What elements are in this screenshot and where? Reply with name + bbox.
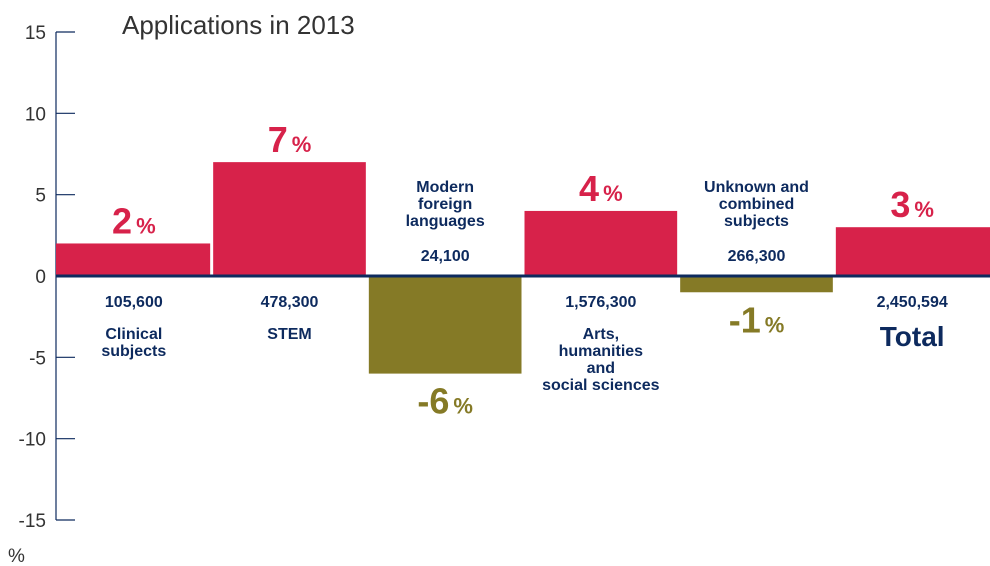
percent-label: 2% (112, 200, 156, 241)
category-label: Modern (416, 179, 474, 196)
bar (835, 227, 990, 276)
y-axis-unit-label: % (8, 546, 25, 566)
y-tick-label: 5 (35, 186, 46, 207)
percent-sign: % (136, 213, 156, 238)
bar (524, 210, 678, 276)
bar (680, 276, 833, 293)
y-tick-label: 0 (35, 267, 46, 288)
percent-value: -6 (417, 381, 449, 422)
percent-label: 3% (890, 184, 934, 225)
percent-sign: % (914, 197, 934, 222)
count-label: 2,450,594 (877, 294, 948, 311)
category-label: Clinical (105, 326, 162, 343)
count-label: 24,100 (421, 248, 470, 265)
y-tick-label: -15 (19, 511, 46, 532)
category-label: Unknown and (704, 179, 809, 196)
category-label: Arts, (583, 326, 619, 343)
y-tick-label: 15 (25, 23, 46, 44)
category-label: languages (406, 213, 485, 230)
chart-title: Applications in 2013 (122, 10, 355, 40)
count-label: 105,600 (105, 294, 163, 311)
y-tick-label: 10 (25, 104, 46, 125)
percent-value: 2 (112, 200, 132, 241)
percent-value: -1 (729, 299, 761, 340)
percent-sign: % (453, 394, 473, 419)
y-tick-label: -5 (29, 348, 46, 369)
bar (213, 162, 366, 276)
percent-sign: % (292, 132, 312, 157)
percent-value: 7 (268, 119, 288, 160)
category-label: Total (880, 321, 945, 352)
bar (368, 276, 522, 374)
count-label: 1,576,300 (565, 294, 636, 311)
category-label: humanities (559, 343, 644, 360)
category-label: STEM (267, 326, 311, 343)
count-label: 478,300 (261, 294, 319, 311)
count-label: 266,300 (728, 248, 786, 265)
percent-label: -6% (417, 381, 473, 422)
bar (56, 243, 211, 276)
percent-value: 4 (579, 168, 599, 209)
percent-sign: % (603, 181, 623, 206)
category-label: subjects (101, 343, 166, 360)
category-label: and (587, 360, 615, 377)
percent-sign: % (765, 312, 785, 337)
y-tick-label: -10 (19, 430, 46, 451)
percent-value: 3 (890, 184, 910, 225)
percent-label: -1% (729, 299, 785, 340)
percent-label: 4% (579, 168, 623, 209)
category-label: foreign (418, 196, 472, 213)
category-label: combined (719, 196, 795, 213)
category-label: social sciences (542, 377, 660, 394)
category-label: subjects (724, 213, 789, 230)
percent-label: 7% (268, 119, 312, 160)
